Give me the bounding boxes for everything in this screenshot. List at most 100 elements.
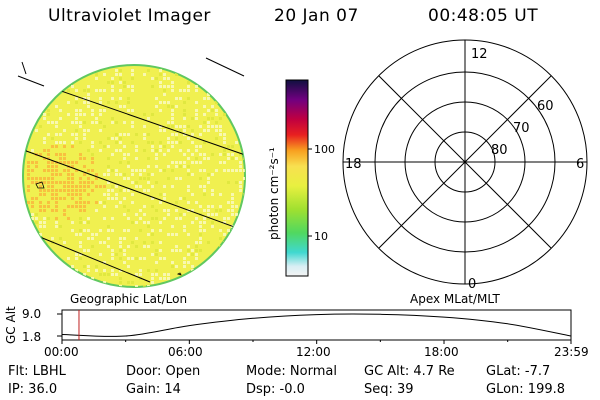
emission-pixel bbox=[151, 77, 154, 80]
emission-pixel bbox=[115, 133, 118, 136]
emission-pixel bbox=[139, 257, 142, 260]
emission-pixel bbox=[75, 117, 78, 120]
emission-pixel bbox=[75, 193, 78, 196]
emission-pixel bbox=[75, 257, 78, 260]
emission-pixel bbox=[135, 181, 138, 184]
emission-pixel bbox=[91, 233, 94, 236]
emission-pixel bbox=[159, 241, 162, 244]
emission-pixel bbox=[231, 197, 234, 200]
emission-pixel bbox=[83, 89, 86, 92]
emission-pixel bbox=[119, 285, 122, 287]
emission-pixel bbox=[107, 273, 110, 276]
emission-pixel bbox=[195, 257, 198, 260]
emission-pixel bbox=[75, 169, 78, 172]
emission-pixel bbox=[119, 257, 122, 260]
emission-pixel bbox=[79, 229, 82, 232]
emission-pixel bbox=[71, 173, 74, 176]
emission-pixel bbox=[99, 113, 102, 116]
emission-pixel bbox=[187, 189, 190, 192]
emission-pixel bbox=[135, 245, 138, 248]
emission-pixel bbox=[47, 109, 50, 112]
emission-pixel bbox=[175, 245, 178, 248]
emission-pixel bbox=[83, 173, 86, 176]
emission-pixel bbox=[99, 201, 102, 204]
emission-pixel bbox=[139, 217, 142, 220]
emission-pixel bbox=[203, 153, 206, 156]
emission-pixel bbox=[83, 249, 86, 252]
emission-pixel bbox=[43, 193, 46, 196]
emission-pixel bbox=[79, 221, 82, 224]
emission-pixel bbox=[131, 121, 134, 124]
emission-pixel bbox=[139, 273, 142, 276]
emission-pixel bbox=[79, 109, 82, 112]
emission-pixel bbox=[167, 121, 170, 124]
emission-pixel bbox=[95, 89, 98, 92]
emission-pixel bbox=[67, 173, 70, 176]
emission-pixel bbox=[171, 133, 174, 136]
emission-pixel bbox=[87, 193, 90, 196]
emission-pixel bbox=[111, 97, 114, 100]
altitude-panel: 9.0 1.8 GC Alt 00:00 06:00 12:00 18:00 2… bbox=[4, 306, 589, 359]
time-tick-1200: 12:00 bbox=[296, 345, 331, 359]
emission-pixel bbox=[235, 213, 238, 216]
emission-pixel bbox=[119, 237, 122, 240]
emission-pixel bbox=[79, 201, 82, 204]
emission-pixel bbox=[71, 145, 74, 148]
emission-pixel bbox=[35, 221, 38, 224]
emission-pixel bbox=[71, 197, 74, 200]
emission-pixel bbox=[171, 105, 174, 108]
emission-pixel bbox=[43, 137, 46, 140]
emission-pixel bbox=[147, 173, 150, 176]
emission-pixel bbox=[55, 189, 58, 192]
emission-pixel bbox=[215, 137, 218, 140]
emission-pixel bbox=[131, 109, 134, 112]
mlt-label-12: 12 bbox=[471, 47, 488, 62]
emission-pixel bbox=[71, 177, 74, 180]
emission-pixel bbox=[159, 277, 162, 280]
emission-pixel bbox=[63, 145, 66, 148]
emission-pixel bbox=[135, 149, 138, 152]
emission-pixel bbox=[211, 173, 214, 176]
emission-pixel bbox=[123, 213, 126, 216]
emission-pixel bbox=[143, 205, 146, 208]
emission-pixel bbox=[167, 137, 170, 140]
emission-pixel bbox=[59, 133, 62, 136]
emission-pixel bbox=[143, 73, 146, 76]
emission-pixel bbox=[231, 205, 234, 208]
emission-pixel bbox=[151, 229, 154, 232]
emission-pixel bbox=[55, 141, 58, 144]
emission-pixel bbox=[111, 189, 114, 192]
emission-pixel bbox=[235, 141, 238, 144]
emission-pixel bbox=[123, 249, 126, 252]
emission-pixel bbox=[111, 197, 114, 200]
emission-pixel bbox=[43, 205, 46, 208]
emission-pixel bbox=[39, 201, 42, 204]
emission-pixel bbox=[151, 197, 154, 200]
emission-pixel bbox=[187, 173, 190, 176]
emission-pixel bbox=[215, 113, 218, 116]
emission-pixel bbox=[111, 169, 114, 172]
emission-pixel bbox=[99, 89, 102, 92]
emission-pixel bbox=[207, 129, 210, 132]
emission-pixel bbox=[123, 237, 126, 240]
emission-pixel bbox=[127, 165, 130, 168]
emission-pixel bbox=[87, 177, 90, 180]
emission-pixel bbox=[127, 101, 130, 104]
emission-pixel bbox=[175, 73, 178, 76]
emission-pixel bbox=[187, 261, 190, 264]
emission-pixel bbox=[79, 257, 82, 260]
emission-pixel bbox=[99, 121, 102, 124]
emission-pixel bbox=[31, 213, 34, 216]
emission-pixel bbox=[159, 109, 162, 112]
coastline bbox=[35, 181, 45, 189]
emission-pixel bbox=[183, 229, 186, 232]
emission-pixel bbox=[79, 217, 82, 220]
emission-pixel bbox=[207, 117, 210, 120]
emission-pixel bbox=[83, 121, 86, 124]
emission-pixel bbox=[123, 177, 126, 180]
emission-pixel bbox=[119, 105, 122, 108]
emission-pixel bbox=[91, 109, 94, 112]
emission-pixel bbox=[187, 201, 190, 204]
emission-pixel bbox=[195, 117, 198, 120]
emission-pixel bbox=[239, 169, 242, 172]
